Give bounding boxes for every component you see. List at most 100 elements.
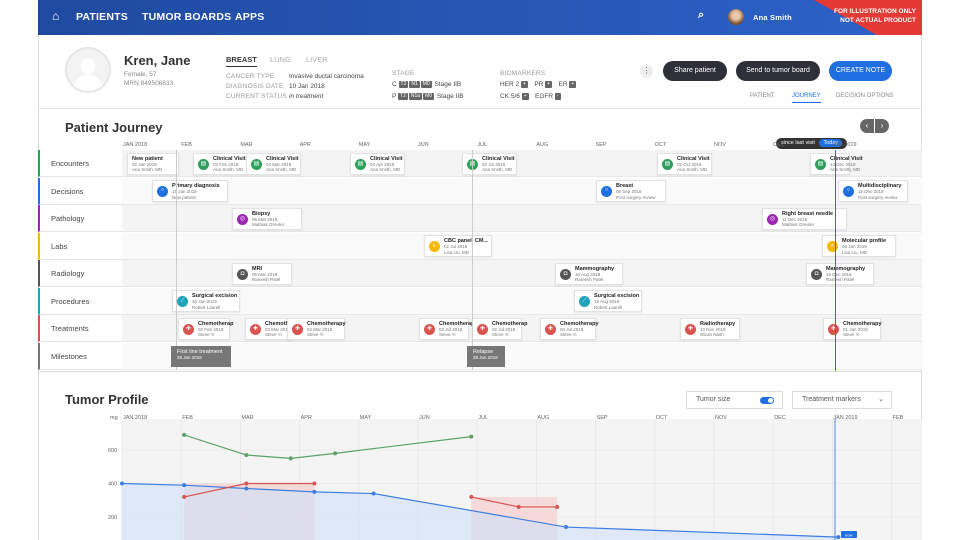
event-title: MRI: [252, 265, 263, 272]
journey-prev-button[interactable]: ‹: [860, 119, 874, 133]
event-person: Micah Nash: [700, 332, 724, 337]
event-person: Ana Smith, MD: [132, 167, 163, 172]
tab-breast[interactable]: BREAST: [226, 55, 257, 67]
nav-patients[interactable]: PATIENTS: [76, 11, 128, 23]
more-options-icon[interactable]: ⋮: [640, 65, 653, 78]
event-person: Ana Smith, MD: [482, 167, 513, 172]
journey-row-bg: [122, 315, 922, 342]
since-last-visit-badge[interactable]: since last visit Today: [776, 138, 848, 149]
event-person: Ramesh Patel: [575, 277, 604, 282]
journey-event-card[interactable]: ✚ Radiotherapy 10 Nov 2018 Micah Nash: [680, 317, 740, 340]
milestone-first-line[interactable]: First line treatment 25 Jan 2018: [171, 346, 231, 367]
journey-row-label: Labs: [38, 232, 122, 260]
search-icon[interactable]: ⌕: [698, 9, 705, 21]
event-date: 02 Jul 2018: [482, 161, 506, 167]
event-title: Multidisciplinary: [858, 183, 902, 189]
tab-lung[interactable]: LUNG: [270, 55, 291, 64]
event-date: 10 Nov 2018: [700, 326, 726, 332]
journey-event-card[interactable]: ✚ Chemotherapy 03 Jul 2018 Steve Yi: [540, 317, 599, 340]
diagnosis-date-value: 10 Jan 2018: [289, 83, 325, 90]
journey-event-card[interactable]: ᵒ Multidisciplinary 15 Dec 2018 Post surger…: [838, 180, 908, 202]
today-badge[interactable]: Today: [819, 139, 843, 147]
treatment-markers-select[interactable]: Treatment markers ⌄: [792, 391, 892, 409]
avatar[interactable]: [728, 9, 744, 25]
nav-tumor-boards[interactable]: TUMOR BOARDS: [142, 11, 232, 23]
journey-next-button[interactable]: ›: [875, 119, 889, 133]
event-title: Surgical excision: [192, 293, 238, 299]
event-title: Clinical Visit: [830, 155, 863, 162]
journey-event-card[interactable]: ◎ Right breast needle 11 Dec 2018 Mathias G…: [762, 207, 847, 230]
event-date: 04 Mar 2018: [266, 161, 292, 167]
event-title: Chemotherapy: [560, 320, 599, 327]
event-type-icon: ✚: [250, 323, 261, 335]
event-date: 13 Dec 2018: [830, 161, 856, 167]
journey-month-label: MAR: [240, 142, 253, 148]
event-title: Clinical Visit: [370, 155, 403, 162]
journey-event-card[interactable]: ⟋ Surgical excision 15 Aug 2018 Robert Laur…: [574, 290, 642, 312]
patient-mrn: MRN 849506833: [124, 80, 174, 87]
stage-p-row: P T2 N1a M0 Stage IIB: [392, 93, 464, 101]
event-date: 05 Sep 2018: [616, 189, 642, 194]
view-tab-journey[interactable]: JOURNEY: [792, 93, 821, 103]
journey-event-card[interactable]: ✚ Chemotherap 02 Feb 2018 Steve Yi: [178, 317, 233, 340]
event-title: Mammography: [575, 265, 615, 272]
journey-event-card[interactable]: ◎ Biopsy 05 Mar 2018 Mathias Greuter: [232, 207, 302, 230]
journey-event-card[interactable]: ◘ Mammography 10 Aug 2018 Ramesh Patel: [555, 262, 623, 285]
event-title: Chemotherap: [265, 320, 301, 327]
journey-event-card[interactable]: ✚ Chemotherap 02 Jul 2018 Steve Yi: [472, 317, 527, 340]
journey-event-card[interactable]: ▤ Clinical Visit 04 Apr 2018 Ana Smith, MD: [350, 152, 405, 175]
tab-liver[interactable]: LIVER: [306, 55, 328, 64]
event-type-icon: ᵒ: [601, 186, 612, 197]
milestone-relapse[interactable]: Relapse 28 Jun 2018: [467, 346, 505, 367]
journey-event-card[interactable]: ▤ Clinical Visit 02 Oct 2018 Ana Smith, MD: [657, 152, 712, 175]
journey-event-card[interactable]: ᵒ Breast 05 Sep 2018 Post surgery review: [596, 180, 666, 202]
event-date: 02 Jul 2018: [492, 326, 516, 332]
tumor-size-toggle[interactable]: Tumor size: [686, 391, 783, 409]
top-nav: ⌂ PATIENTS TUMOR BOARDS APPS ⌕ Ana Smith: [38, 0, 922, 35]
nav-apps[interactable]: APPS: [235, 11, 265, 23]
share-patient-button[interactable]: Share patient: [663, 61, 727, 81]
journey-event-card[interactable]: New patient 02 Jan 2018 Ana Smith, MD: [127, 152, 179, 175]
send-tumor-board-button[interactable]: Send to tumor board: [736, 61, 820, 81]
journey-row-bg: [122, 232, 922, 260]
journey-title: Patient Journey: [65, 120, 163, 135]
journey-event-card[interactable]: ◘ Mammography 15 Dec 2018 Ramesh Patel: [806, 262, 874, 285]
event-date: 03 Mar 2018: [265, 326, 291, 332]
user-name[interactable]: Ana Smith: [753, 13, 792, 22]
journey-event-card[interactable]: ✚ Chemotherap 02 Jul 2018 Steve Yi: [419, 317, 474, 340]
journey-event-card[interactable]: ▤ Clinical Visit 02 Feb 2018 Ana Smith, MD: [193, 152, 248, 175]
event-date: 03 Jul 2018: [560, 326, 584, 332]
journey-event-card[interactable]: ✚ Chemotherap 03 Mar 2018 Steve Yi: [245, 317, 301, 340]
milestone-line-1: [176, 150, 177, 370]
journey-event-card[interactable]: ⟋ Surgical excision 25 Jan 2019 Robert Laur…: [172, 290, 240, 312]
event-type-icon: ✚: [183, 323, 194, 335]
journey-event-card[interactable]: ✚ Chemotherapy 01 Jan 2019 Steve Yi: [823, 317, 882, 340]
journey-month-label: DEC: [773, 142, 785, 148]
journey-event-card[interactable]: ᵒ Primary diagnosis 15 Jan 2018 New patient: [152, 180, 228, 202]
view-tab-patient[interactable]: PATIENT: [750, 93, 775, 99]
journey-month-label: JUN: [418, 142, 429, 148]
event-title: Right breast needle: [782, 210, 834, 217]
event-type-icon: ✚: [685, 323, 696, 335]
journey-event-card[interactable]: ▤ Clinical Visit 04 Mar 2018 Ana Smith, MD: [246, 152, 301, 175]
home-icon[interactable]: ⌂: [52, 9, 60, 23]
event-type-icon: ◎: [767, 213, 778, 225]
create-note-button[interactable]: CREATE NOTE: [829, 61, 892, 81]
event-title: Breast: [616, 183, 634, 189]
patient-sex-age: Female, 57: [124, 71, 157, 78]
journey-month-label: SEP: [595, 142, 607, 148]
event-title: New patient: [132, 155, 163, 162]
journey-event-card[interactable]: ◐ Molecular profile 06 Jan 2019 Lisa Liu, M…: [822, 235, 896, 257]
event-type-icon: ▤: [251, 158, 262, 170]
journey-event-card[interactable]: ▤ Clinical Visit 13 Dec 2018 Ana Smith, MD: [810, 152, 863, 175]
view-tab-decision-options[interactable]: DECISION OPTIONS: [836, 93, 894, 99]
journey-event-card[interactable]: ✚ Chemotherapy 02 Mar 2018 Steve Yi: [287, 317, 346, 340]
diagnosis-date-label: DIAGNOSIS DATE: [226, 83, 284, 90]
event-title: Mammography: [826, 265, 866, 272]
cancer-type-label: CANCER TYPE: [226, 73, 275, 80]
journey-event-card[interactable]: ◘ MRI 05 Mar 2019 Ramesh Patel: [232, 262, 292, 285]
journey-event-card[interactable]: ◐ CBC panel, CM... 02 Jul 2018 Lisa Liu, MD: [424, 235, 492, 257]
toggle-switch[interactable]: [760, 397, 774, 404]
event-person: Robert Laurell: [594, 304, 623, 310]
